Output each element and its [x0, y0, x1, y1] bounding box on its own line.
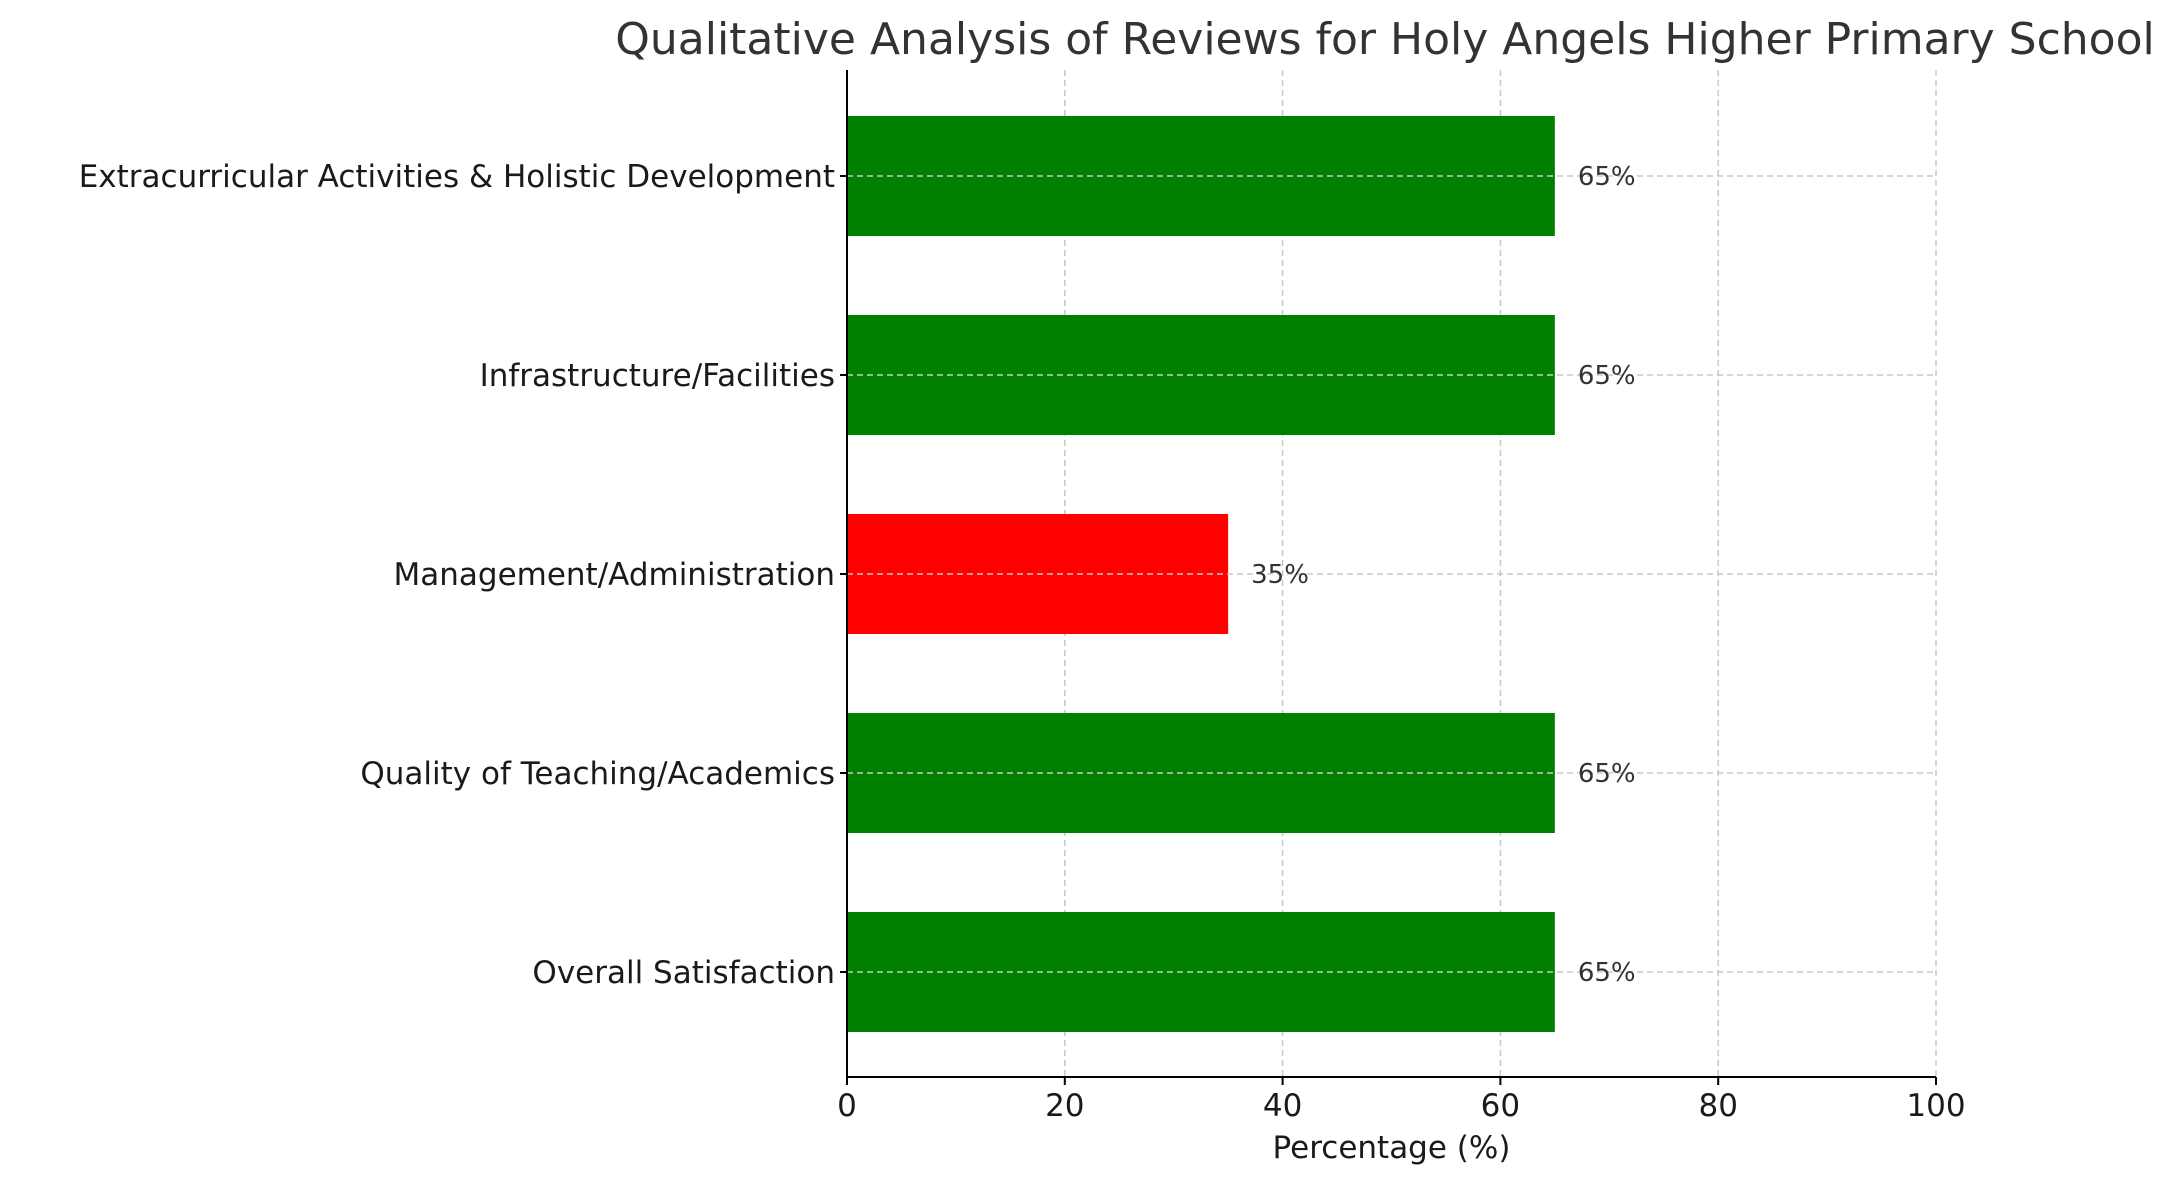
data-labels: 65% 65% 35% 65% 65%: [1251, 162, 1635, 988]
x-tick-label: 60: [1481, 1088, 1520, 1124]
data-label: 65%: [1578, 759, 1636, 789]
x-tick-label: 40: [1263, 1088, 1302, 1124]
category-label: Quality of Teaching/Academics: [360, 756, 835, 792]
x-axis-ticks: 0 20 40 60 80 100: [837, 1077, 1966, 1124]
data-label: 65%: [1578, 958, 1636, 988]
x-tick-label: 0: [837, 1088, 857, 1124]
data-label: 65%: [1578, 162, 1636, 192]
data-label: 65%: [1578, 361, 1636, 391]
chart-title: Qualitative Analysis of Reviews for Holy…: [615, 14, 2155, 65]
category-label: Infrastructure/Facilities: [480, 358, 835, 394]
x-tick-label: 100: [1906, 1088, 1965, 1124]
category-labels: Overall Satisfaction Quality of Teaching/…: [79, 159, 847, 991]
category-label: Overall Satisfaction: [532, 955, 835, 991]
x-tick-label: 20: [1045, 1088, 1084, 1124]
x-tick-label: 80: [1698, 1088, 1737, 1124]
grid-horizontal: [847, 175, 1936, 973]
bars: [847, 116, 1555, 1032]
category-label: Management/Administration: [394, 557, 836, 593]
category-label: Extracurricular Activities & Holistic De…: [79, 159, 835, 195]
data-label: 35%: [1251, 560, 1309, 590]
x-axis-label: Percentage (%): [1273, 1130, 1511, 1166]
